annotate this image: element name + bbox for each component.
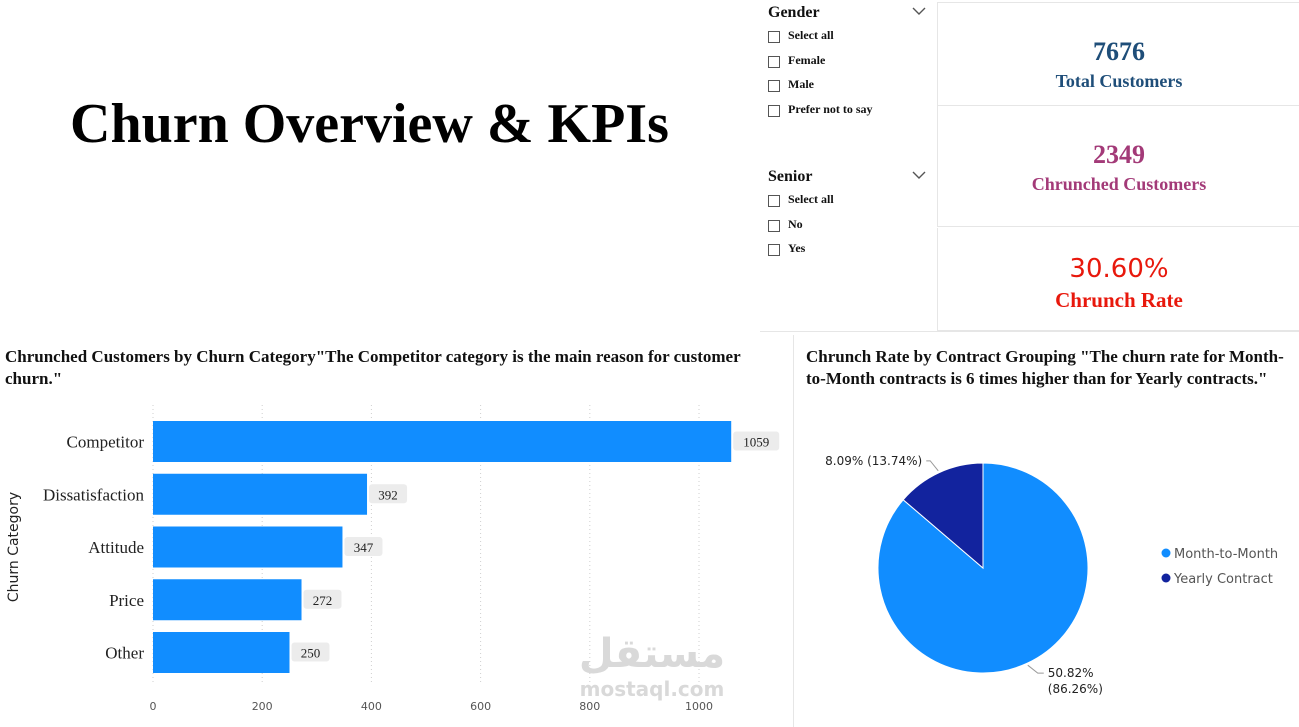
- gender-option-male[interactable]: Male: [760, 75, 935, 100]
- kpi-card-churned-customers: 2349 Chrunched Customers: [937, 106, 1299, 227]
- data-label-background: [369, 484, 408, 504]
- x-tick-label: 800: [579, 700, 600, 713]
- kpi-value: 7676: [1093, 37, 1145, 66]
- bar-attitude: [153, 526, 343, 568]
- senior-option-yes[interactable]: Yes: [760, 239, 935, 264]
- checkbox[interactable]: [768, 244, 780, 256]
- contract-pie-chart: 50.82% (86.26%) 8.09% (13.74%) Month-to-Mon…: [825, 454, 1278, 696]
- checkbox[interactable]: [768, 195, 780, 207]
- chevron-down-icon[interactable]: [911, 168, 927, 182]
- category-label: Price: [109, 591, 144, 610]
- x-tick-label: 1000: [685, 700, 713, 713]
- data-label-background: [344, 537, 383, 556]
- kpi-card-total-customers: 7676 Total Customers: [937, 2, 1299, 106]
- data-label: 392: [378, 487, 398, 502]
- category-label: Other: [105, 644, 144, 663]
- senior-slicer: Senior Select all No Yes: [760, 166, 935, 286]
- page-title: Churn Overview & KPIs: [70, 93, 669, 155]
- kpi-card-churn-rate: 30.60% Chrunch Rate: [937, 228, 1299, 331]
- data-label-background: [733, 431, 780, 451]
- data-label: 1059: [743, 435, 769, 450]
- bar-price: [153, 579, 302, 621]
- pie-data-sublabel: (86.26%): [1048, 682, 1103, 696]
- option-label: Select all: [788, 192, 834, 206]
- bar-competitor: [153, 421, 732, 462]
- pie-data-label: 50.82%: [1048, 666, 1094, 680]
- gender-slicer-header[interactable]: Gender: [760, 2, 935, 26]
- gender-option-female[interactable]: Female: [760, 51, 935, 76]
- checkbox[interactable]: [768, 31, 780, 43]
- x-tick-label: 600: [470, 700, 491, 713]
- churn-category-bar-chart: 0 200 400 600 800 1000 Churn Category Competito…: [6, 405, 780, 713]
- pie-data-label: 8.09% (13.74%): [825, 454, 922, 468]
- option-label: No: [788, 216, 803, 231]
- kpi-label: Chrunched Customers: [1031, 174, 1207, 194]
- data-label: 250: [301, 646, 321, 661]
- legend-label: Yearly Contract: [1173, 572, 1273, 587]
- checkbox[interactable]: [768, 104, 780, 117]
- divider: [793, 335, 794, 727]
- senior-slicer-header[interactable]: Senior: [760, 166, 935, 190]
- data-label-background: [291, 642, 330, 662]
- senior-option-select-all[interactable]: Select all: [760, 190, 935, 215]
- gender-option-select-all[interactable]: Select all: [760, 26, 935, 51]
- pie-slice-yearly-contract: [902, 462, 984, 570]
- checkbox[interactable]: [768, 219, 780, 232]
- kpi-value: 30.60%: [1069, 254, 1169, 284]
- category-label: Attitude: [88, 538, 144, 557]
- pie-chart-title: Chrunch Rate by Contract Grouping "The c…: [806, 347, 1284, 388]
- senior-option-no[interactable]: No: [760, 215, 935, 240]
- x-tick-label: 0: [150, 700, 157, 713]
- kpi-label: Chrunch Rate: [1055, 288, 1183, 312]
- data-label: 272: [313, 593, 333, 608]
- gender-slicer: Gender Select all Female Male Prefer not…: [760, 2, 935, 152]
- option-label: Yes: [788, 241, 806, 255]
- bar-dissatisfaction: [153, 473, 368, 515]
- legend-label: Month-to-Month: [1174, 547, 1278, 562]
- x-tick-label: 200: [252, 700, 273, 713]
- data-label: 347: [354, 540, 374, 555]
- y-axis-label: Churn Category: [6, 492, 22, 602]
- category-label: Competitor: [67, 433, 145, 452]
- checkbox[interactable]: [768, 80, 780, 92]
- bar-other: [153, 632, 290, 673]
- bar-chart-title: Chrunched Customers by Churn Category"Th…: [5, 347, 741, 388]
- legend-marker: [1161, 548, 1171, 558]
- data-label-background: [303, 589, 342, 609]
- kpi-value: 2349: [1093, 140, 1145, 169]
- gender-slicer-title: Gender: [768, 4, 820, 21]
- chevron-down-icon[interactable]: [911, 4, 927, 18]
- checkbox[interactable]: [768, 55, 780, 68]
- x-tick-label: 400: [361, 700, 382, 713]
- leader-line: [926, 460, 939, 472]
- gender-option-prefer-not-to-say[interactable]: Prefer not to say: [760, 100, 935, 125]
- option-label: Select all: [788, 28, 834, 42]
- option-label: Prefer not to say: [788, 101, 873, 116]
- legend-marker: [1161, 573, 1171, 583]
- option-label: Male: [788, 77, 814, 91]
- divider: [760, 331, 1299, 332]
- category-label: Dissatisfaction: [43, 485, 145, 504]
- leader-line: [1027, 664, 1044, 674]
- kpi-label: Total Customers: [1055, 71, 1183, 91]
- senior-slicer-title: Senior: [768, 168, 813, 185]
- option-label: Female: [788, 52, 826, 67]
